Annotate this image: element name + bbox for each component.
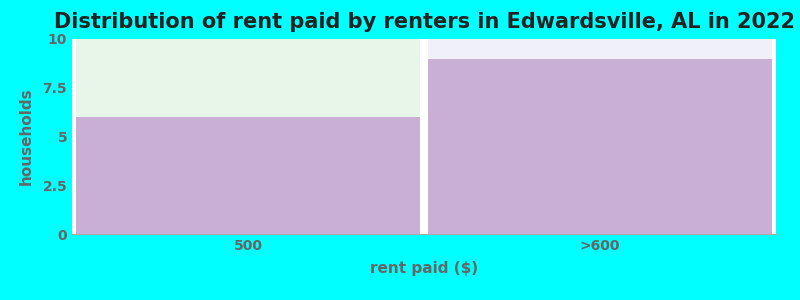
Y-axis label: households: households	[19, 88, 34, 185]
X-axis label: rent paid ($): rent paid ($)	[370, 261, 478, 276]
Bar	[75, 39, 421, 117]
Bar	[75, 117, 421, 234]
Title: Distribution of rent paid by renters in Edwardsville, AL in 2022: Distribution of rent paid by renters in …	[54, 12, 794, 32]
Bar	[427, 39, 773, 58]
Bar	[427, 58, 773, 234]
